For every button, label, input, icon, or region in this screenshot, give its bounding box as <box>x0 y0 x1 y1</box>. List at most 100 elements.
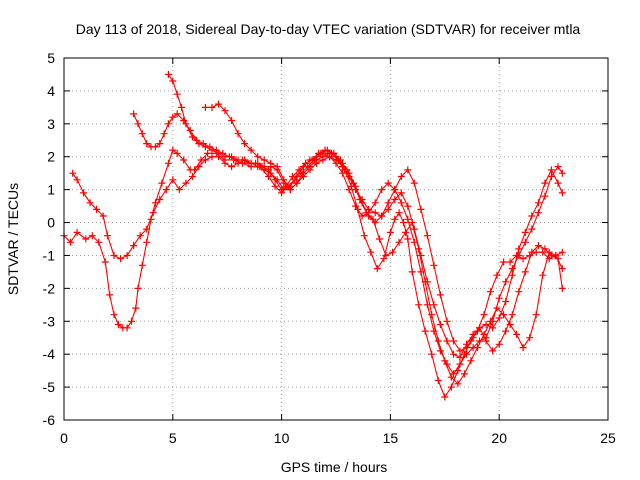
data-point-marker <box>260 163 268 171</box>
data-point-marker <box>404 235 412 243</box>
y-tick-labels: -6 -5 -4 -3 -2 -1 0 1 2 3 4 5 <box>43 50 56 428</box>
data-point-marker <box>487 288 494 296</box>
data-point-marker <box>558 169 566 177</box>
data-point-marker <box>528 225 536 233</box>
data-point-marker <box>299 173 307 180</box>
data-point-marker <box>493 271 501 279</box>
data-point-marker <box>515 245 523 253</box>
y-tick-label: 0 <box>47 215 55 231</box>
data-point-marker <box>254 153 262 161</box>
data-point-marker <box>436 291 444 299</box>
data-point-marker <box>400 219 407 226</box>
data-point-marker <box>201 103 209 111</box>
data-point-marker <box>371 219 379 226</box>
data-point-marker <box>447 383 455 391</box>
data-point-marker <box>228 153 236 161</box>
data-point-marker <box>371 199 379 207</box>
data-point-marker <box>169 113 177 121</box>
data-point-marker <box>495 314 503 322</box>
y-tick-label: 1 <box>47 182 55 198</box>
x-tick-label: 15 <box>383 430 399 446</box>
data-point-marker <box>293 179 301 187</box>
data-point-marker <box>143 238 151 246</box>
data-point-marker <box>280 176 288 184</box>
data-point-marker <box>515 288 523 296</box>
data-point-marker <box>114 321 122 329</box>
data-point-marker <box>134 120 142 128</box>
y-tick-label: -5 <box>43 379 56 395</box>
data-point-marker <box>352 186 360 194</box>
data-point-marker <box>234 156 242 164</box>
data-point-marker <box>410 179 418 187</box>
data-point-marker <box>395 238 403 246</box>
data-point-marker <box>500 311 508 319</box>
data-point-marker <box>423 232 431 240</box>
data-point-marker <box>506 258 514 266</box>
data-point-marker <box>188 133 196 141</box>
data-point-marker <box>541 179 549 187</box>
data-point-marker <box>434 337 442 345</box>
data-point-marker <box>547 252 555 259</box>
data-point-marker <box>502 278 510 286</box>
data-point-marker <box>389 248 397 256</box>
data-point-marker <box>267 159 275 167</box>
data-point-marker <box>404 166 412 174</box>
data-point-marker <box>547 173 555 180</box>
data-point-marker <box>271 182 279 190</box>
data-point-marker <box>456 360 464 368</box>
data-point-marker <box>80 189 88 197</box>
data-point-marker <box>208 103 216 111</box>
data-point-marker <box>402 228 410 236</box>
data-point-marker <box>456 354 464 361</box>
x-axis-title: GPS time / hours <box>281 459 388 475</box>
data-point-marker <box>430 301 438 309</box>
data-point-marker <box>69 169 77 177</box>
data-point-marker <box>160 130 168 138</box>
data-point-marker <box>417 252 425 259</box>
data-point-marker <box>182 179 190 187</box>
data-point-marker <box>143 225 151 233</box>
data-point-marker <box>164 159 172 167</box>
data-point-marker <box>521 228 529 236</box>
data-point-marker <box>173 149 181 157</box>
data-point-marker <box>130 242 138 250</box>
data-point-marker <box>430 261 438 269</box>
data-point-marker <box>513 330 521 338</box>
x-tick-label: 20 <box>491 430 507 446</box>
y-axis-title: SDTVAR / TECUs <box>5 183 21 295</box>
data-point-marker <box>110 252 118 259</box>
data-point-marker <box>397 173 405 180</box>
data-point-marker <box>417 205 425 213</box>
data-point-marker <box>463 350 471 358</box>
data-point-marker <box>450 337 457 345</box>
data-point-marker <box>88 232 96 240</box>
data-point-marker <box>421 327 429 335</box>
data-point-marker <box>534 242 542 250</box>
data-point-marker <box>82 235 90 243</box>
data-point-marker <box>371 209 379 217</box>
chart-title: Day 113 of 2018, Sidereal Day-to-day VTE… <box>76 21 581 37</box>
data-point-marker <box>397 189 405 197</box>
data-point-marker <box>164 71 172 78</box>
data-point-marker <box>558 284 566 292</box>
data-point-marker <box>410 225 418 233</box>
data-point-marker <box>365 205 373 213</box>
data-point-marker <box>547 166 555 174</box>
data-point-marker <box>182 120 190 128</box>
data-point-marker <box>500 258 508 266</box>
data-point-marker <box>173 110 181 118</box>
grid-lines <box>64 58 608 420</box>
data-point-marker <box>188 173 196 180</box>
data-point-marker <box>378 186 386 194</box>
data-point-marker <box>67 238 74 246</box>
y-tick-label: -3 <box>43 313 56 329</box>
data-point-marker <box>502 298 510 305</box>
data-point-marker <box>273 163 281 171</box>
data-point-marker <box>450 350 457 358</box>
data-point-marker <box>149 209 157 217</box>
data-point-marker <box>164 120 172 128</box>
data-point-marker <box>175 186 183 194</box>
data-point-marker <box>352 202 360 210</box>
x-tick-label: 10 <box>274 430 290 446</box>
data-point-marker <box>99 212 107 220</box>
